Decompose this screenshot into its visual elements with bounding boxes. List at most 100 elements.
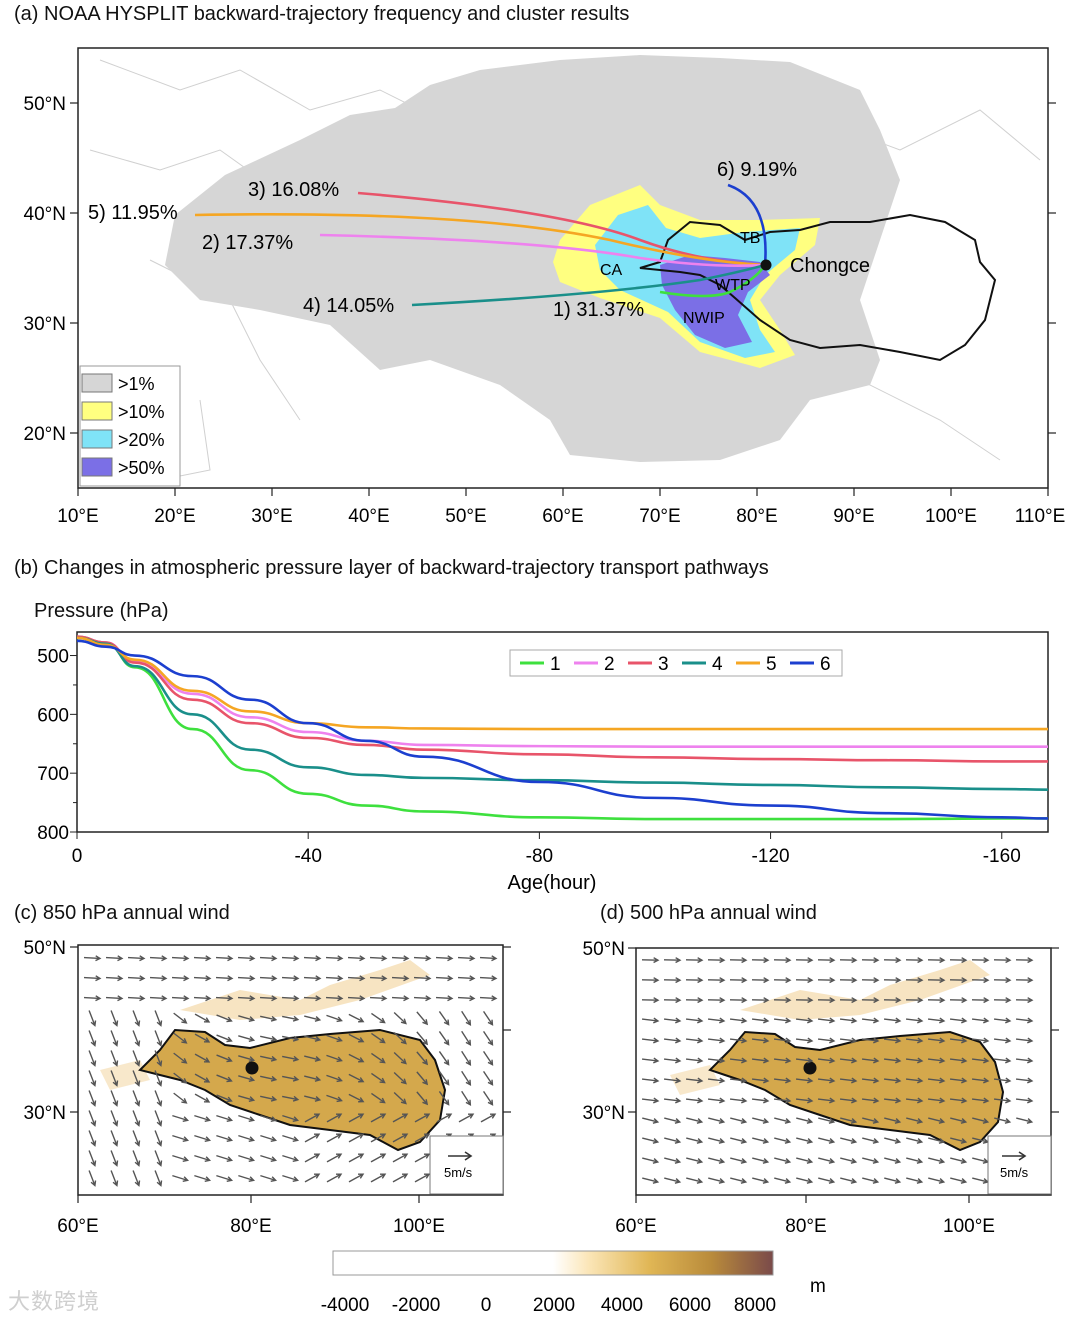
wind-arrow [325,995,344,1002]
wind-arrow [105,995,124,1002]
wind-arrow [260,1015,278,1022]
wind-arrow [325,955,344,962]
wind-arrow [127,955,146,962]
wind-arrow [259,955,278,962]
wind-arrow [194,1033,211,1043]
wind-arrow [817,1077,836,1084]
wind-arrow [304,1095,322,1102]
cluster-label-1: 1) 31.37% [553,299,644,321]
cluster-label-3: 3) 16.08% [248,179,339,201]
wind-arrow [839,997,858,1004]
legend-label-3: 3 [658,654,669,675]
wind-arrow [752,1117,770,1124]
wind-arrow [861,1057,880,1064]
y-tick-label: 800 [37,823,69,844]
cluster-label-5: 5) 11.95% [88,202,178,224]
wind-arrow [304,1015,322,1022]
wind-arrow [993,1077,1012,1084]
wind-arrow [238,1174,256,1183]
chongce-site-marker [760,259,772,271]
pressure-xlabel: Age(hour) [508,872,597,894]
wind-arrow [88,1170,97,1187]
wind-arrow [238,1055,256,1062]
colorbar-tick: 6000 [669,1295,711,1315]
wind-arrow [304,1075,322,1082]
wind-arrow [194,1053,211,1063]
wind-arrow [751,977,770,984]
wind-arrow [708,1117,726,1124]
wind-arrow [193,955,212,962]
wind-arrow [371,1012,386,1024]
wind-arrow [817,997,836,1004]
wind-arrow [414,1153,431,1163]
wind-arrow [154,1070,163,1087]
wind-arrow [194,1093,211,1103]
wind-arrow [817,977,836,984]
wind-arrow [391,995,410,1002]
panel-c-scale-box [429,1135,504,1195]
wind-arrow [752,1157,770,1164]
wind-arrow [663,1097,682,1104]
wind-arrow [325,975,344,982]
panel-c-plateau [138,1028,447,1152]
wind-arrow [708,1177,726,1184]
wind-arrow [664,1157,682,1164]
wind-arrow [795,1097,814,1104]
wind-arrow [927,1097,946,1104]
trajectory-4 [411,263,766,307]
wind-arrow [664,1177,682,1184]
wind-arrow [88,1090,97,1107]
wind-arrow [729,977,748,984]
wind-arrow [482,1030,494,1046]
wind-arrow [883,997,902,1004]
wind-arrow [326,1074,343,1083]
wind-arrow [928,1157,946,1164]
wind-arrow [795,997,814,1004]
wind-arrow [971,1077,990,1084]
wind-arrow [216,1014,233,1023]
wind-arrow [884,1177,902,1184]
wind-arrow [458,1113,475,1123]
panel-a-xtick-30: 30°E [251,506,292,527]
panel-c-wind-map: 5m/s 50°N 30°N 60°E 80°E 100°E [24,938,511,1237]
wind-arrow [281,975,300,982]
series-line-5 [76,636,1048,731]
wind-arrow [795,957,814,964]
wind-arrow [392,1133,409,1143]
wind-arrow [371,1052,386,1064]
colorbar-tick: -2000 [392,1295,441,1315]
wind-arrow [906,1117,924,1124]
wind-arrow [173,1012,188,1024]
wind-arrow [642,1157,660,1164]
wind-arrow [1016,1117,1034,1124]
wind-arrow [861,957,880,964]
wind-arrow [326,1034,343,1043]
wind-arrow [457,975,476,982]
wind-arrow [817,1097,836,1104]
wind-arrow [927,1057,946,1064]
wind-arrow [906,1157,924,1164]
wind-arrow [110,1090,119,1107]
wind-arrow [883,1017,902,1024]
wind-arrow [641,1057,660,1064]
wind-arrow [818,1117,836,1124]
wind-arrow [216,1074,233,1083]
trajectory-5 [194,212,766,267]
wind-arrow [132,1110,141,1127]
wind-arrow [304,1173,321,1183]
wind-arrow [1015,1097,1034,1104]
wind-arrow [817,1037,836,1044]
wind-arrow [392,1173,409,1183]
wind-arrow [482,1070,494,1086]
wind-arrow [641,1077,660,1084]
legend-swatch-10pct [81,401,113,421]
wind-arrow [927,957,946,964]
panel-a-x-axis [77,488,1049,496]
wind-arrow [884,1117,902,1124]
wind-arrow [707,1037,726,1044]
wind-arrow [238,1075,256,1082]
panel-a-xtick-20: 20°E [154,506,195,527]
wind-arrow [154,1090,163,1107]
wind-arrow [326,1173,343,1183]
wind-arrow [132,1150,141,1167]
